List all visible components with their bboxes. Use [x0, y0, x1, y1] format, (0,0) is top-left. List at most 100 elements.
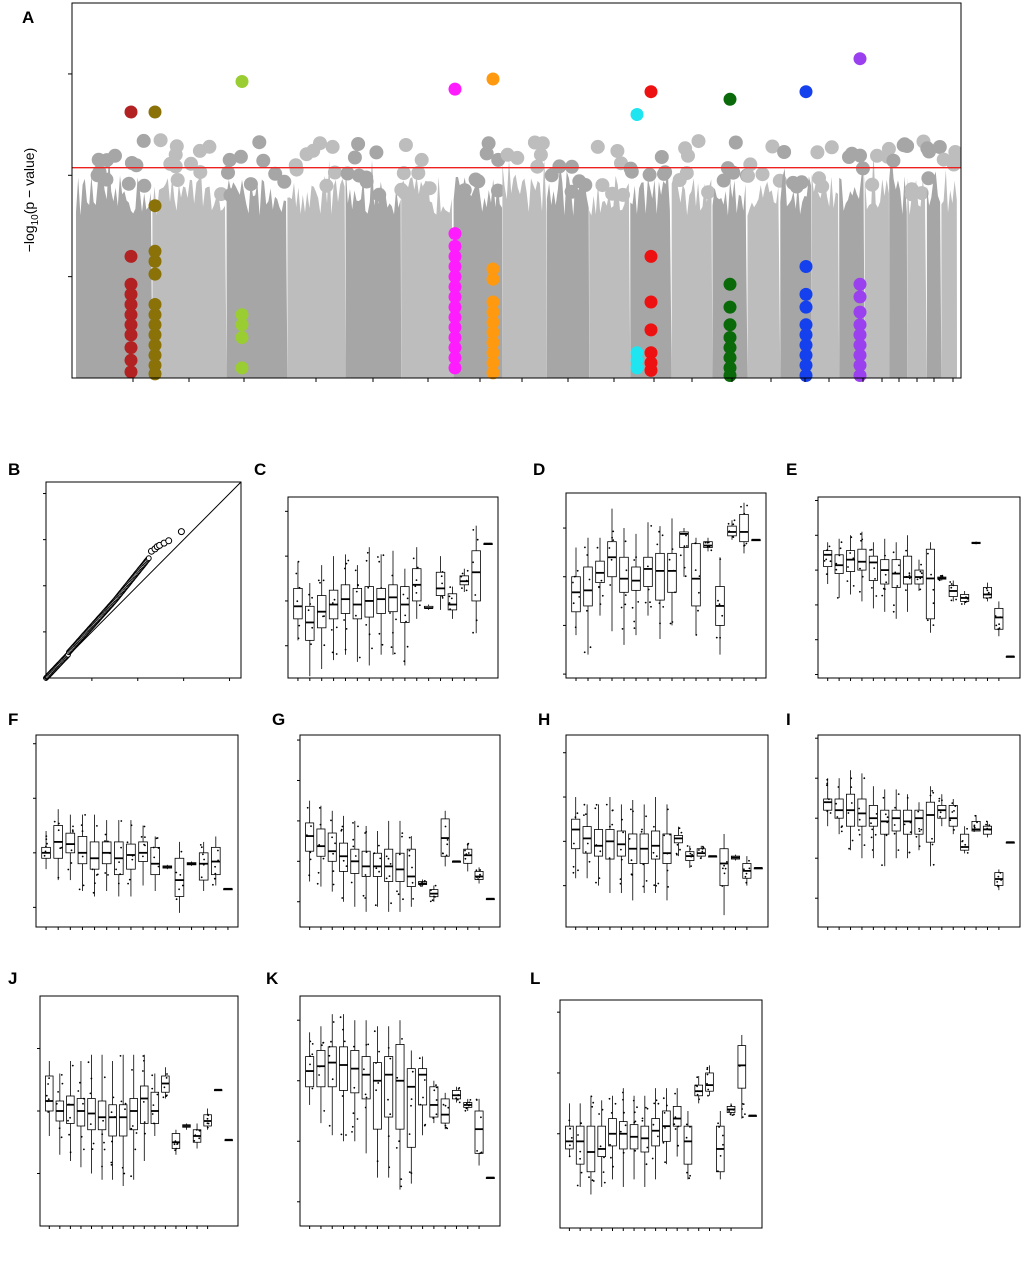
data-point [647, 588, 650, 591]
data-point [444, 1124, 447, 1127]
snp-point [936, 152, 951, 167]
data-point [423, 1079, 426, 1081]
box-body [691, 543, 701, 607]
data-point [345, 1134, 347, 1136]
data-point [45, 1094, 48, 1097]
chromosome-body-9 [546, 164, 590, 378]
data-point [645, 1106, 647, 1109]
data-point [317, 871, 320, 874]
highlight-point [853, 318, 867, 332]
data-point [707, 1088, 710, 1091]
data-point [960, 596, 963, 599]
data-point [408, 1133, 411, 1135]
data-point [318, 1065, 321, 1068]
data-point [206, 1126, 209, 1129]
data-point [641, 828, 643, 831]
highlight-point [148, 328, 162, 342]
data-point [464, 849, 466, 852]
snp-point [815, 179, 830, 194]
box-9 [388, 550, 398, 655]
data-point [568, 1119, 571, 1122]
data-point [414, 585, 417, 588]
data-point [908, 577, 911, 580]
data-point [71, 1064, 74, 1067]
data-point [635, 556, 637, 558]
data-point [213, 877, 216, 880]
box-12 [174, 841, 185, 913]
box-body [960, 833, 970, 851]
box-13 [960, 826, 970, 854]
data-point [931, 843, 934, 846]
snp-point [351, 137, 366, 151]
box-4 [77, 814, 88, 891]
data-point [475, 869, 478, 872]
data-point [476, 876, 478, 879]
box-1 [571, 547, 581, 636]
data-point [738, 1065, 741, 1067]
data-point [71, 829, 74, 832]
data-point [479, 869, 482, 871]
data-point [741, 1108, 743, 1110]
snp-point [414, 152, 429, 167]
data-point [858, 833, 861, 836]
highlight-point [486, 346, 500, 360]
box-2 [582, 803, 592, 879]
data-point [697, 609, 699, 612]
box-body [447, 593, 458, 611]
data-point [905, 576, 908, 578]
data-point [919, 570, 922, 573]
panel-letter-d: D [533, 460, 545, 479]
box-16 [994, 601, 1004, 637]
data-point [332, 852, 334, 855]
data-point [685, 534, 687, 537]
data-point [401, 832, 404, 834]
data-point [708, 545, 711, 548]
peak-point-esd [723, 92, 737, 106]
data-point [70, 862, 73, 864]
data-point [859, 590, 861, 593]
highlight-esd [723, 92, 737, 382]
snp-point [810, 145, 825, 160]
data-point [309, 858, 312, 861]
box-body [846, 550, 856, 572]
box-body [925, 801, 935, 843]
box-body [619, 556, 629, 593]
box-15 [715, 1110, 725, 1180]
data-point [572, 871, 575, 874]
data-point [412, 557, 415, 560]
snp-point [411, 166, 426, 180]
highlight-point [448, 270, 462, 284]
highlight-point [644, 295, 658, 309]
box-2 [305, 583, 315, 677]
data-point [656, 543, 659, 546]
data-point [401, 835, 403, 838]
data-point [57, 829, 60, 832]
data-point [61, 1082, 64, 1085]
data-point [415, 579, 418, 581]
data-point [951, 811, 954, 813]
data-point [632, 1099, 635, 1102]
highlight-point [124, 328, 138, 342]
data-point [378, 844, 380, 847]
data-point [599, 603, 602, 605]
data-point [591, 1179, 594, 1182]
snp-point [457, 183, 472, 198]
box-16 [994, 869, 1004, 891]
snp-point [471, 174, 486, 189]
box-9 [667, 518, 677, 626]
snp-point [564, 184, 579, 199]
data-point [583, 814, 585, 816]
data-point [343, 619, 345, 621]
data-point [311, 1043, 314, 1045]
data-point [706, 541, 709, 544]
data-point [345, 865, 348, 867]
highlight-point [448, 300, 462, 314]
highlight-point [124, 277, 138, 291]
data-point [365, 1044, 368, 1046]
data-point [669, 622, 672, 625]
data-point [974, 814, 977, 817]
snp-point [535, 136, 550, 151]
data-point [121, 1166, 124, 1169]
box-12 [696, 845, 706, 860]
qq-tail-point [177, 528, 185, 536]
